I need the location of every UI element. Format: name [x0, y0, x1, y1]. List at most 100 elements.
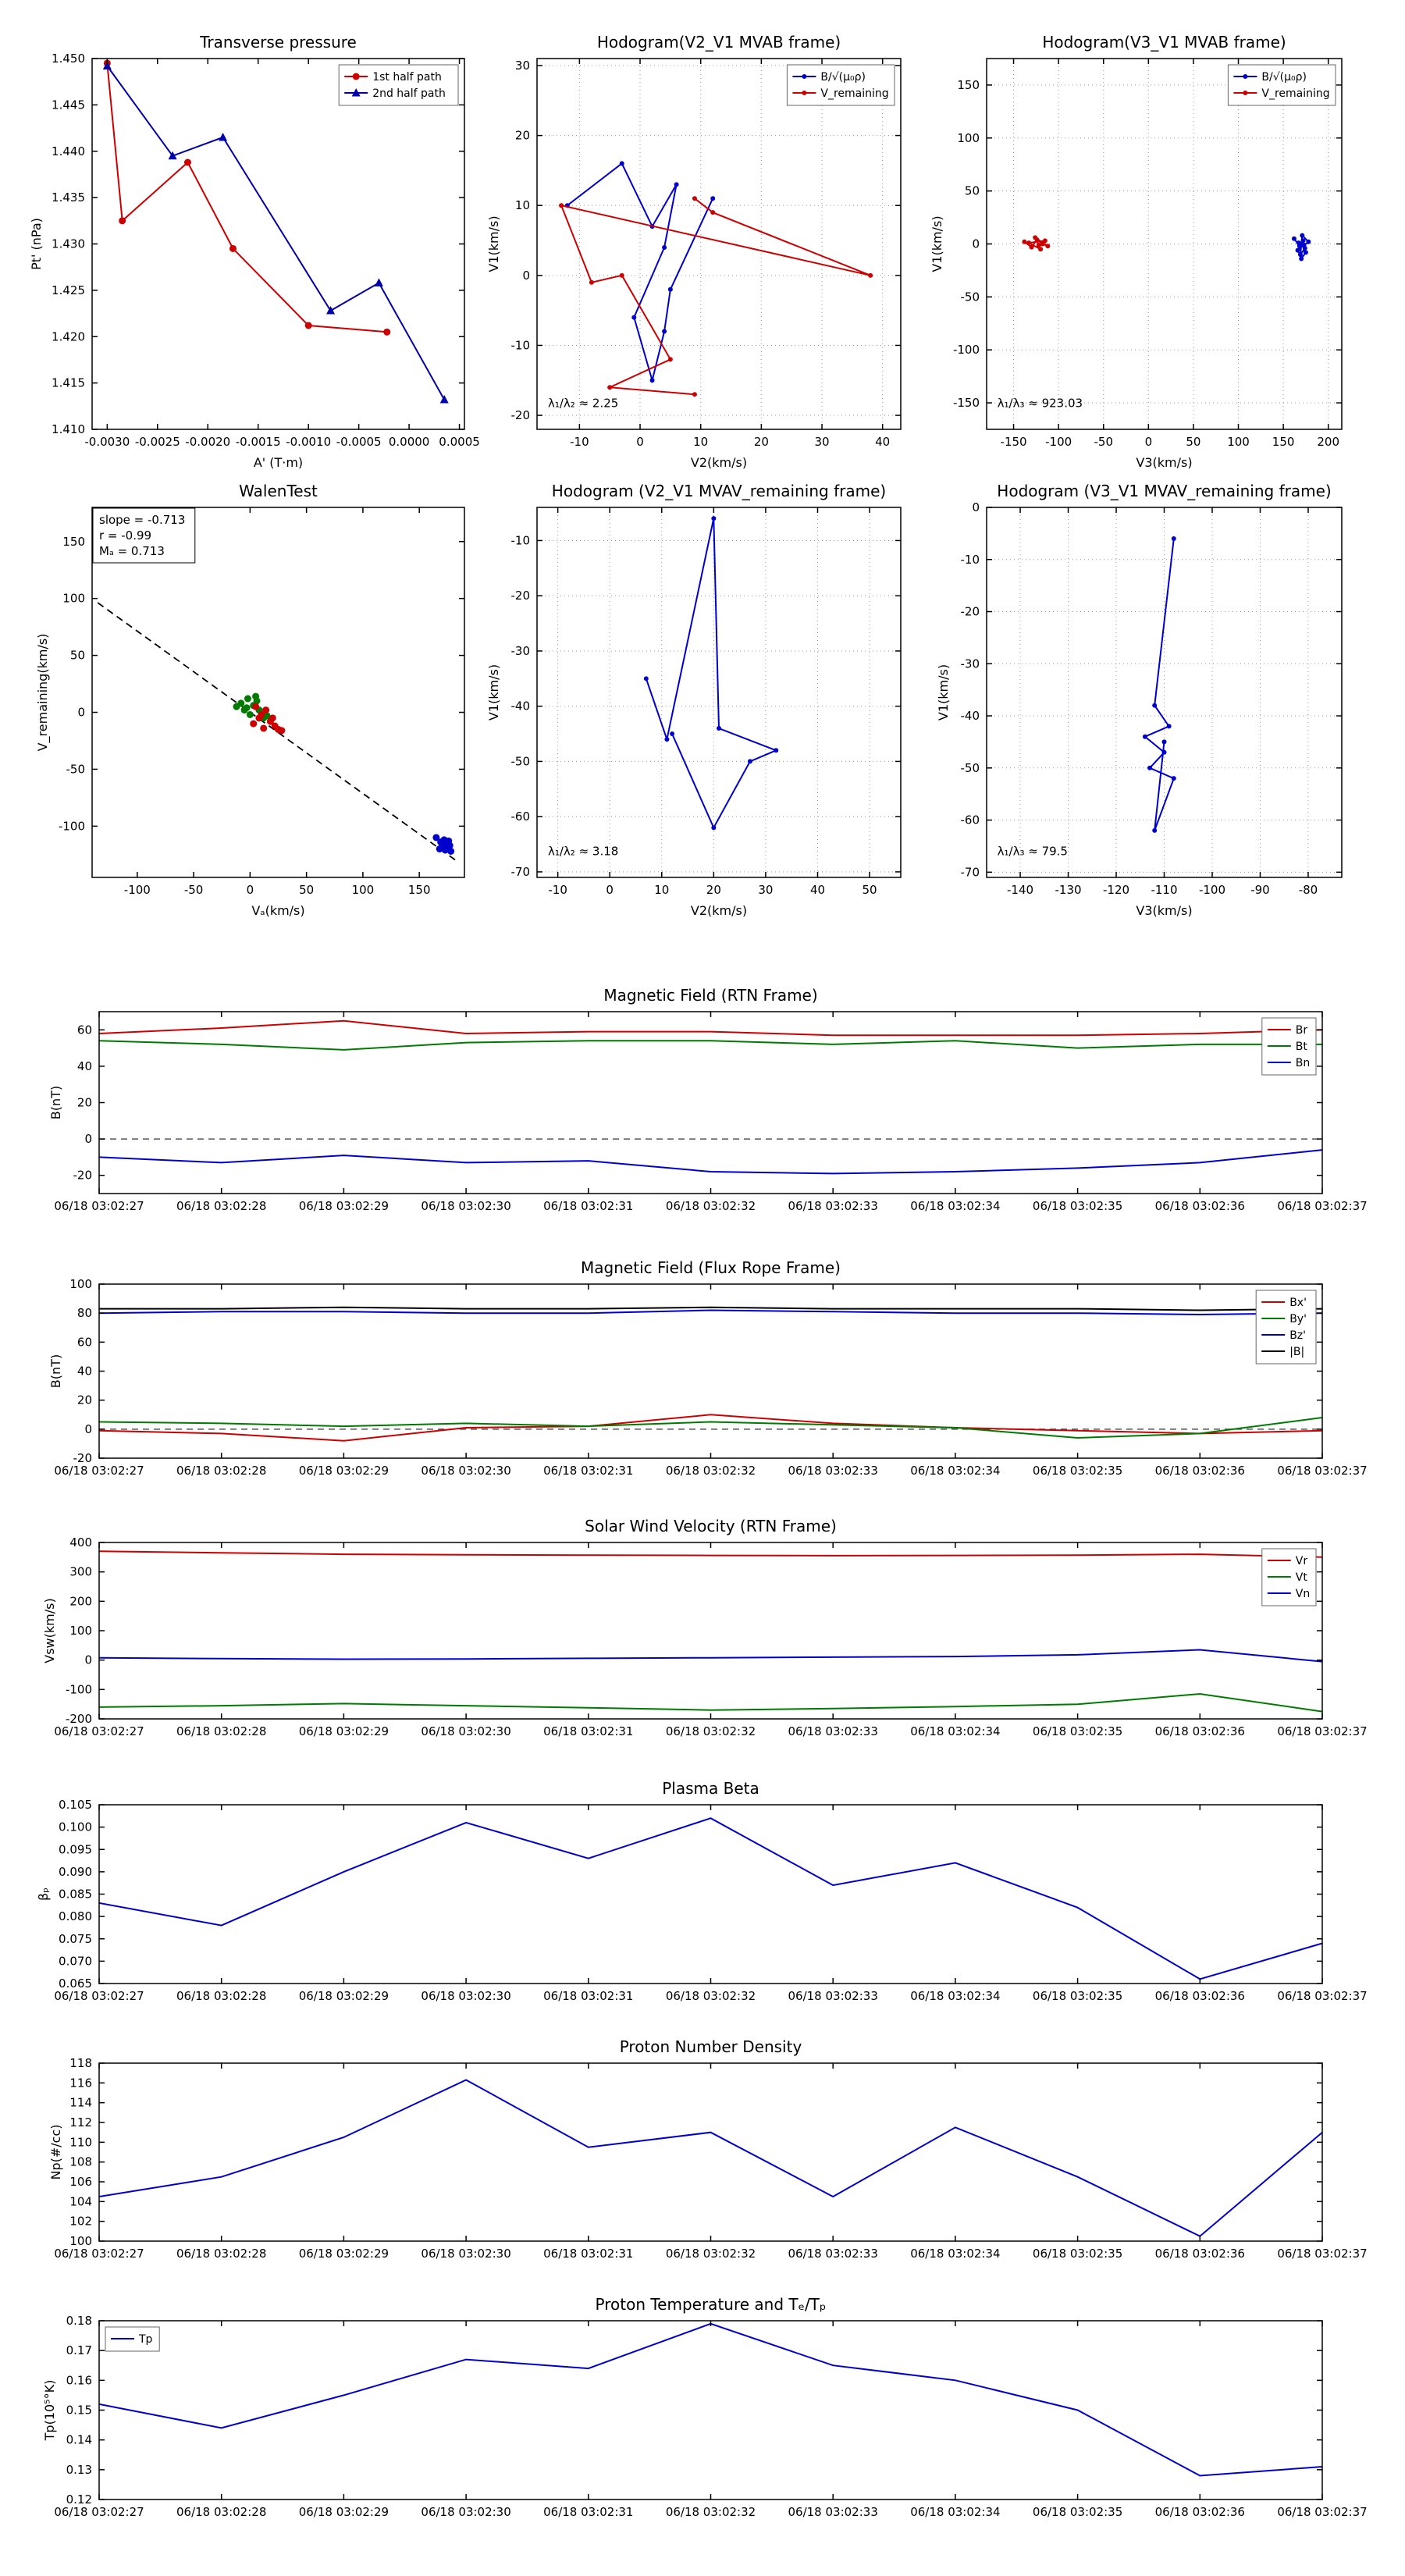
svg-text:-100: -100: [1199, 883, 1225, 897]
svg-text:-20: -20: [511, 589, 531, 603]
svg-text:0: 0: [636, 435, 644, 449]
svg-text:200: 200: [1317, 435, 1339, 449]
svg-text:-50: -50: [511, 754, 531, 768]
svg-text:βₚ: βₚ: [36, 1888, 51, 1901]
svg-text:V_remaining(km/s): V_remaining(km/s): [35, 634, 51, 752]
svg-text:100: 100: [69, 1277, 92, 1291]
svg-text:Hodogram(V2_V1 MVAB frame): Hodogram(V2_V1 MVAB frame): [597, 33, 841, 52]
svg-text:|B|: |B|: [1289, 1346, 1304, 1358]
svg-text:λ₁/λ₃ ≈ 79.5: λ₁/λ₃ ≈ 79.5: [998, 845, 1068, 859]
svg-text:1.445: 1.445: [52, 98, 85, 112]
svg-text:06/18 03:02:32: 06/18 03:02:32: [666, 1989, 756, 2003]
svg-text:Br: Br: [1296, 1024, 1308, 1037]
svg-text:slope = -0.713: slope = -0.713: [99, 513, 185, 527]
svg-text:100: 100: [1227, 435, 1250, 449]
svg-text:50: 50: [299, 883, 314, 897]
svg-text:80: 80: [77, 1306, 92, 1320]
svg-text:0.0000: 0.0000: [389, 435, 430, 449]
svg-text:100: 100: [69, 1624, 92, 1638]
svg-text:0: 0: [84, 1653, 92, 1667]
svg-text:102: 102: [69, 2215, 92, 2229]
svg-text:Np(#/cc): Np(#/cc): [48, 2125, 63, 2180]
svg-text:50: 50: [863, 883, 877, 897]
svg-text:-10: -10: [961, 553, 980, 567]
svg-text:-30: -30: [511, 644, 531, 658]
svg-text:06/18 03:02:31: 06/18 03:02:31: [543, 2505, 633, 2519]
svg-text:Vt: Vt: [1296, 1571, 1308, 1584]
svg-text:06/18 03:02:35: 06/18 03:02:35: [1033, 1199, 1122, 1213]
svg-text:06/18 03:02:30: 06/18 03:02:30: [421, 2505, 510, 2519]
svg-text:40: 40: [875, 435, 890, 449]
svg-text:-20: -20: [961, 605, 980, 619]
svg-text:06/18 03:02:30: 06/18 03:02:30: [421, 1464, 510, 1478]
svg-text:50: 50: [1186, 435, 1200, 449]
svg-text:Solar Wind Velocity (RTN Frame: Solar Wind Velocity (RTN Frame): [585, 1517, 837, 1535]
svg-text:V_remaining: V_remaining: [1261, 87, 1329, 100]
svg-text:06/18 03:02:36: 06/18 03:02:36: [1155, 1724, 1245, 1738]
svg-text:V1(km/s): V1(km/s): [486, 664, 501, 720]
svg-text:300: 300: [69, 1565, 92, 1579]
svg-text:-0.0025: -0.0025: [135, 435, 180, 449]
svg-text:V3(km/s): V3(km/s): [1136, 455, 1192, 470]
svg-text:06/18 03:02:35: 06/18 03:02:35: [1033, 1989, 1122, 2003]
svg-text:2nd half path: 2nd half path: [372, 87, 446, 100]
svg-text:06/18 03:02:32: 06/18 03:02:32: [666, 1199, 756, 1213]
svg-text:-0.0015: -0.0015: [236, 435, 281, 449]
svg-text:116: 116: [69, 2076, 92, 2090]
svg-text:108: 108: [69, 2155, 92, 2169]
svg-text:-20: -20: [511, 408, 531, 422]
svg-text:20: 20: [77, 1096, 92, 1110]
svg-text:-40: -40: [511, 699, 531, 713]
chart-hodogram-v2v1-mvav: -10 0 10 20 30 40 50 -70 -60 -50 -40 -30 -20 -10 Hodog…: [486, 482, 902, 918]
svg-text:1.450: 1.450: [52, 52, 85, 66]
svg-text:06/18 03:02:29: 06/18 03:02:29: [299, 1464, 389, 1478]
chart-hodogram-v3v1-mvab: -150 -100 -50 0 50 100 150 200 -150 -100 -50 0 50 100…: [930, 33, 1343, 470]
svg-text:06/18 03:02:34: 06/18 03:02:34: [910, 2247, 1000, 2261]
svg-text:06/18 03:02:36: 06/18 03:02:36: [1155, 1464, 1245, 1478]
svg-text:06/18 03:02:34: 06/18 03:02:34: [910, 1199, 1000, 1213]
svg-text:Bn: Bn: [1296, 1057, 1310, 1069]
svg-text:0.080: 0.080: [59, 1909, 92, 1923]
svg-text:06/18 03:02:37: 06/18 03:02:37: [1277, 1464, 1367, 1478]
svg-text:Vr: Vr: [1296, 1555, 1308, 1567]
svg-text:-70: -70: [961, 865, 980, 879]
svg-text:-60: -60: [511, 809, 531, 824]
svg-text:06/18 03:02:28: 06/18 03:02:28: [176, 1199, 266, 1213]
svg-text:20: 20: [706, 883, 721, 897]
svg-text:06/18 03:02:27: 06/18 03:02:27: [54, 1199, 144, 1213]
chart-transverse-pressure: -0.0030 -0.0025 -0.0020 -0.0015 -0.0010 -0.00…: [29, 33, 480, 470]
chart-plasma-beta: 06/18 03:02:27 06/18 03:02:28 06/18 03:02:…: [36, 1779, 1368, 2003]
svg-text:-140: -140: [1007, 883, 1033, 897]
svg-text:06/18 03:02:35: 06/18 03:02:35: [1033, 2505, 1122, 2519]
svg-text:Pt' (nPa): Pt' (nPa): [29, 218, 44, 270]
svg-text:-0.0020: -0.0020: [185, 435, 230, 449]
svg-text:0.105: 0.105: [59, 1798, 92, 1812]
svg-text:06/18 03:02:32: 06/18 03:02:32: [666, 1724, 756, 1738]
svg-text:-100: -100: [66, 1682, 92, 1696]
svg-text:1.440: 1.440: [52, 144, 85, 158]
svg-text:06/18 03:02:30: 06/18 03:02:30: [421, 1199, 510, 1213]
svg-text:Tp(10⁵°K): Tp(10⁵°K): [42, 2380, 57, 2442]
svg-text:10: 10: [654, 883, 669, 897]
svg-text:r = -0.99: r = -0.99: [99, 528, 151, 543]
svg-text:0: 0: [84, 1132, 92, 1146]
svg-text:-60: -60: [961, 813, 980, 827]
svg-text:-130: -130: [1055, 883, 1082, 897]
svg-text:λ₁/λ₃ ≈ 923.03: λ₁/λ₃ ≈ 923.03: [998, 397, 1083, 411]
svg-text:0: 0: [972, 500, 980, 514]
svg-text:06/18 03:02:33: 06/18 03:02:33: [788, 1199, 878, 1213]
svg-text:20: 20: [515, 129, 530, 143]
svg-text:Bt: Bt: [1296, 1041, 1308, 1053]
svg-text:0.085: 0.085: [59, 1888, 92, 1902]
svg-text:Tp: Tp: [138, 2333, 153, 2346]
svg-text:0: 0: [972, 237, 980, 251]
svg-text:06/18 03:02:36: 06/18 03:02:36: [1155, 1989, 1245, 2003]
svg-text:-0.0010: -0.0010: [286, 435, 331, 449]
svg-text:-50: -50: [961, 761, 980, 775]
chart-hodogram-v3v1-mvav: -140 -130 -120 -110 -100 -90 -80-70-60-50-40-3…: [936, 482, 1343, 918]
svg-text:-150: -150: [953, 396, 980, 410]
svg-text:30: 30: [515, 59, 530, 73]
svg-text:106: 106: [69, 2175, 92, 2189]
svg-text:-0.0005: -0.0005: [336, 435, 382, 449]
svg-text:-110: -110: [1151, 883, 1177, 897]
